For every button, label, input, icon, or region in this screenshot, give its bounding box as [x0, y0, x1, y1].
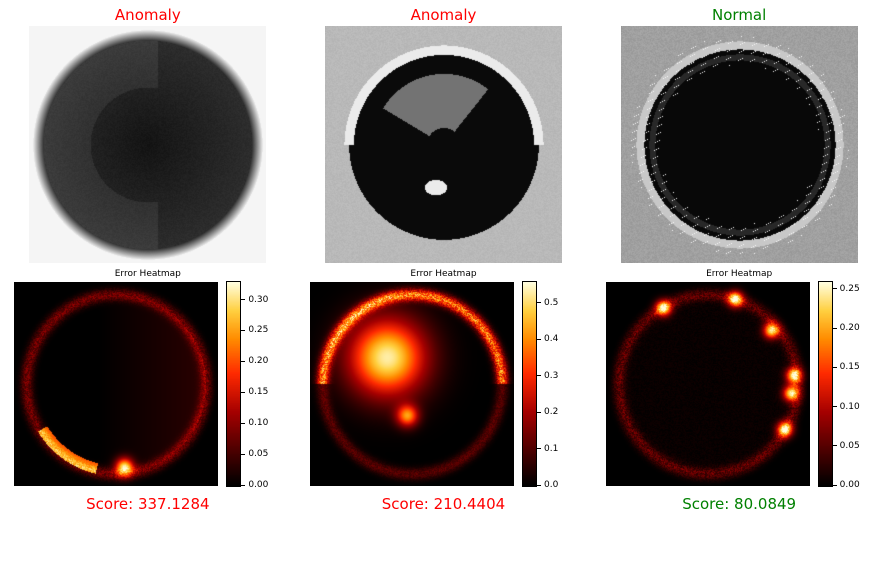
error-heatmap: [310, 282, 514, 486]
colorbar-tick: 0.3: [537, 371, 558, 381]
heatmap-title: Error Heatmap: [115, 263, 181, 281]
score-label: Score: 337.1284: [86, 487, 209, 521]
colorbar-tick: 0.4: [537, 334, 558, 344]
sample-image: [325, 26, 562, 263]
colorbar: [226, 281, 241, 487]
colorbar-tick: 0.20: [833, 323, 860, 333]
colorbar-tick: 0.20: [241, 356, 268, 366]
colorbar-tick: 0.2: [537, 407, 558, 417]
colorbar-tick: 0.1: [537, 444, 558, 454]
colorbar-tick: 0.15: [833, 362, 860, 372]
panel-title: Anomaly: [411, 0, 477, 26]
colorbar: [818, 281, 833, 487]
error-heatmap: [606, 282, 810, 486]
colorbar-ticks: 0.000.050.100.150.200.250.30: [241, 281, 281, 485]
colorbar-tick: 0.15: [241, 387, 268, 397]
colorbar-tick: 0.10: [833, 402, 860, 412]
colorbar-tick: 0.25: [833, 284, 860, 294]
panel-title: Anomaly: [115, 0, 181, 26]
colorbar-tick: 0.25: [241, 325, 268, 335]
score-label: Score: 80.0849: [682, 487, 796, 521]
colorbar-tick: 0.30: [241, 295, 268, 305]
heatmap-title: Error Heatmap: [706, 263, 772, 281]
colorbar-tick: 0.05: [241, 449, 268, 459]
colorbar-tick: 0.10: [241, 418, 268, 428]
colorbar-tick: 0.05: [833, 441, 860, 451]
panel-title: Normal: [712, 0, 766, 26]
colorbar-ticks: 0.000.050.100.150.200.25: [833, 281, 873, 485]
colorbar-ticks: 0.00.10.20.30.40.5: [537, 281, 577, 485]
score-label: Score: 210.4404: [382, 487, 505, 521]
sample-image: [621, 26, 858, 263]
sample-image: [29, 26, 266, 263]
colorbar: [522, 281, 537, 487]
colorbar-tick: 0.5: [537, 298, 558, 308]
error-heatmap: [14, 282, 218, 486]
heatmap-title: Error Heatmap: [410, 263, 476, 281]
